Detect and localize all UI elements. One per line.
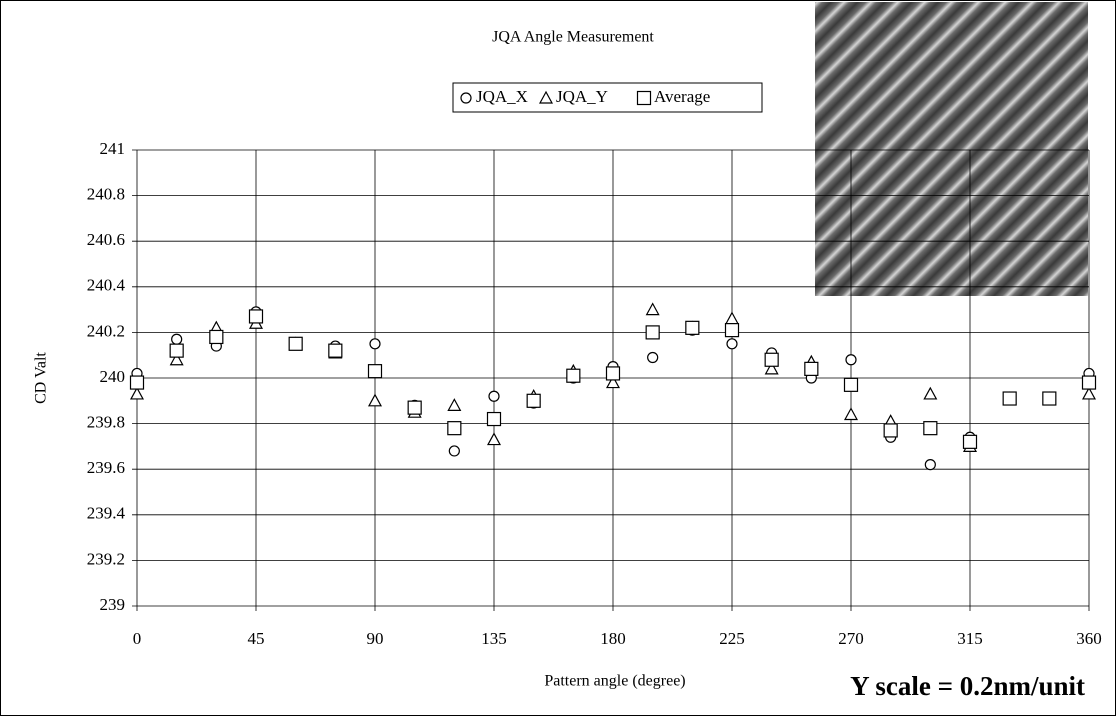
data-point (210, 330, 223, 343)
y-tick-label: 239.4 (87, 504, 126, 523)
data-point (567, 369, 580, 382)
data-point (527, 394, 540, 407)
data-point (726, 324, 739, 337)
x-tick-label: 225 (719, 629, 745, 648)
x-tick-label: 315 (957, 629, 983, 648)
data-point (489, 391, 499, 401)
data-point (369, 365, 382, 378)
y-tick-label: 240.4 (87, 276, 126, 295)
y-tick-label: 240.6 (87, 230, 125, 249)
y-tick-label: 240.2 (87, 321, 125, 340)
chart: JQA Angle Measurement Pattern angle (deg… (0, 0, 1117, 717)
data-point (448, 422, 461, 435)
chart-title: JQA Angle Measurement (492, 29, 654, 46)
data-point (289, 337, 302, 350)
data-point (648, 352, 658, 362)
legend-marker (638, 92, 651, 105)
x-tick-label: 135 (481, 629, 507, 648)
data-point (1043, 392, 1056, 405)
data-point (172, 334, 182, 344)
y-tick-label: 239 (100, 595, 126, 614)
sem-image (815, 2, 1088, 296)
y-tick-label: 239.8 (87, 413, 125, 432)
data-point (686, 321, 699, 334)
x-tick-label: 360 (1076, 629, 1102, 648)
legend-label: Average (654, 87, 710, 106)
legend-marker (461, 93, 471, 103)
x-tick-label: 270 (838, 629, 864, 648)
data-point (408, 401, 421, 414)
y-tick-label: 239.2 (87, 549, 125, 568)
data-point (1003, 392, 1016, 405)
y-tick-label: 241 (100, 139, 126, 158)
data-point (329, 344, 342, 357)
data-point (607, 367, 620, 380)
y-axis-label: CD Valt (33, 352, 50, 404)
data-point (884, 424, 897, 437)
data-point (925, 460, 935, 470)
data-point (727, 339, 737, 349)
annotation: Y scale = 0.2nm/unit (850, 671, 1085, 701)
data-point (964, 435, 977, 448)
data-point (846, 355, 856, 365)
x-tick-label: 0 (133, 629, 142, 648)
legend-label: JQA_Y (556, 87, 608, 106)
data-point (131, 376, 144, 389)
x-tick-label: 180 (600, 629, 626, 648)
legend-label: JQA_X (476, 87, 528, 106)
data-point (170, 344, 183, 357)
data-point (646, 326, 659, 339)
data-point (1083, 376, 1096, 389)
x-tick-label: 45 (248, 629, 265, 648)
x-tick-label: 90 (367, 629, 384, 648)
data-point (370, 339, 380, 349)
y-tick-label: 240 (100, 367, 126, 386)
data-point (250, 310, 263, 323)
data-point (449, 446, 459, 456)
data-point (488, 413, 501, 426)
data-point (765, 353, 778, 366)
data-point (845, 378, 858, 391)
data-point (924, 422, 937, 435)
data-point (805, 362, 818, 375)
x-axis-label: Pattern angle (degree) (544, 673, 685, 690)
y-tick-label: 240.8 (87, 185, 125, 204)
y-tick-label: 239.6 (87, 458, 125, 477)
